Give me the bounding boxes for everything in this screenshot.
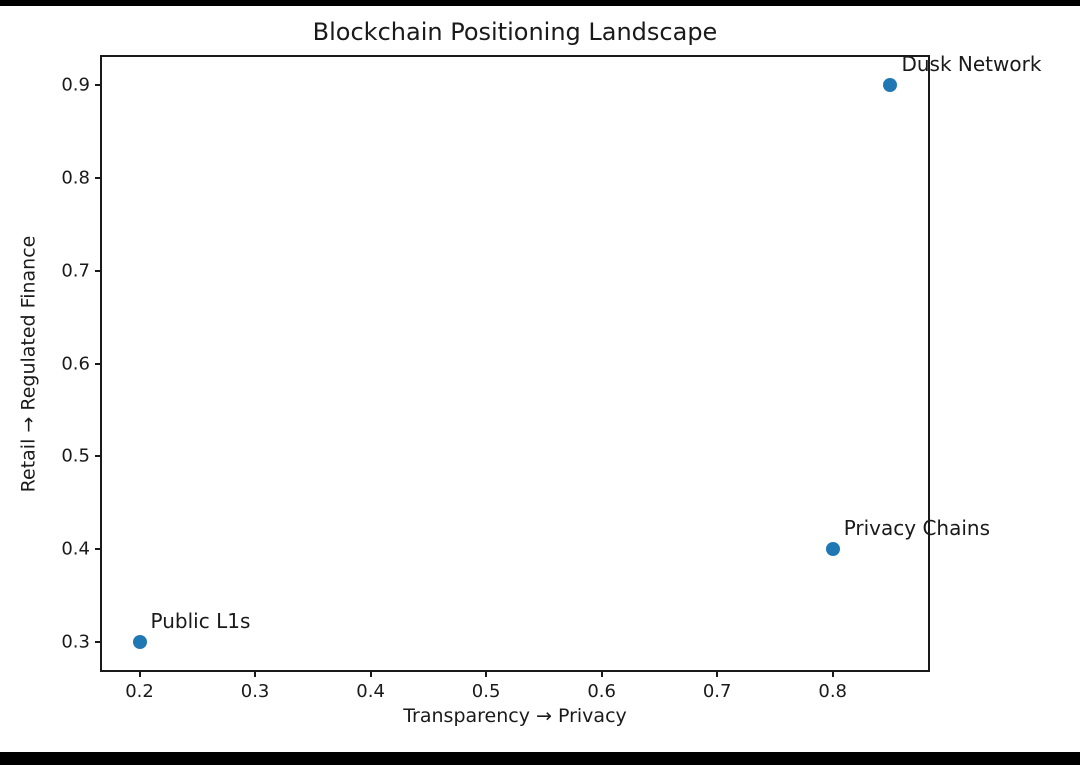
- x-tick-label: 0.7: [702, 681, 732, 702]
- data-point: [883, 77, 898, 92]
- y-axis-label: Retail → Regulated Finance: [14, 55, 42, 672]
- x-tick-label: 0.3: [240, 681, 270, 702]
- y-tick-label: 0.3: [61, 631, 90, 653]
- y-tick-mark: [95, 641, 102, 644]
- y-tick-label: 0.9: [61, 74, 90, 96]
- x-tick-mark: [831, 670, 834, 677]
- y-tick-mark: [95, 362, 102, 365]
- y-tick-label: 0.8: [61, 167, 90, 189]
- y-tick-mark: [95, 269, 102, 272]
- y-tick-label: 0.4: [61, 538, 90, 560]
- bottom-black-bar: [0, 752, 1080, 765]
- y-tick-label: 0.7: [61, 260, 90, 282]
- y-tick-label: 0.5: [61, 445, 90, 467]
- y-axis-label-text: Retail → Regulated Finance: [17, 235, 39, 492]
- x-tick-label: 0.6: [587, 681, 616, 702]
- chart-title: Blockchain Positioning Landscape: [312, 18, 718, 46]
- y-tick-label: 0.6: [61, 353, 90, 374]
- x-tick-label: 0.2: [125, 681, 154, 702]
- data-point: [132, 635, 147, 650]
- y-tick-mark: [95, 176, 102, 179]
- x-tick-label: 0.8: [818, 681, 848, 702]
- x-tick-label: 0.4: [356, 681, 385, 702]
- y-tick-mark: [95, 455, 102, 458]
- data-point-label: Dusk Network: [901, 51, 1042, 76]
- x-tick-mark: [369, 670, 372, 677]
- y-tick-mark: [95, 548, 102, 551]
- data-point-label: Privacy Chains: [843, 516, 991, 541]
- figure-canvas: Blockchain Positioning Landscape Retail …: [0, 6, 1080, 752]
- top-black-bar: [0, 0, 1080, 6]
- data-point-label: Public L1s: [150, 609, 251, 634]
- plot-area: 0.2 0.3 0.4 0.5 0.6 0.7 0.8 0.3 0.4 0.5 0.6 0.7 0.8 0…: [61, 52, 1041, 702]
- x-tick-mark: [138, 670, 141, 677]
- x-tick-label: 0.5: [471, 681, 501, 702]
- y-tick-mark: [95, 83, 102, 86]
- x-tick-mark: [600, 670, 603, 677]
- x-tick-mark: [485, 670, 488, 677]
- data-point: [825, 542, 840, 557]
- x-axis-label: Transparency → Privacy: [403, 705, 627, 727]
- x-tick-mark: [254, 670, 257, 677]
- x-tick-mark: [716, 670, 719, 677]
